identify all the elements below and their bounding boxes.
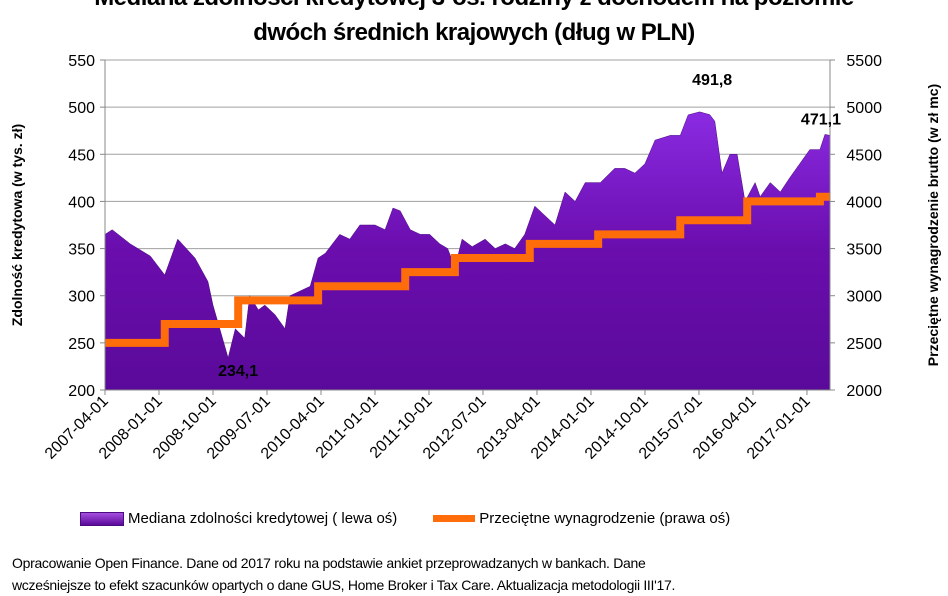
legend-swatch-area (80, 511, 124, 526)
right-tick-label: 3500 (846, 242, 882, 259)
credit-capacity-area (104, 111, 831, 391)
left-tick-label: 500 (68, 100, 95, 117)
right-tick-label: 5000 (846, 100, 882, 117)
salary-step-line (105, 192, 830, 347)
right-tick-label: 2000 (846, 383, 882, 400)
legend: Mediana zdolności kredytowej ( lewa oś) … (80, 510, 730, 527)
legend-label-series2: Przeciętne wynagrodzenie (prawa oś) (479, 510, 731, 527)
data-label: 234,1 (218, 363, 258, 380)
right-tick-label: 3000 (846, 289, 882, 306)
chart-title-line1: Mediana zdolności kredytowej 3-os. rodzi… (0, 0, 948, 12)
left-tick-label: 250 (68, 336, 95, 353)
right-tick-label: 2500 (846, 336, 882, 353)
note-line1: Opracowanie Open Finance. Dane od 2017 r… (12, 555, 646, 571)
right-tick-label: 5500 (846, 53, 882, 70)
data-label: 471,1 (801, 111, 841, 128)
left-tick-label: 450 (68, 147, 95, 164)
left-tick-label: 350 (68, 242, 95, 259)
left-tick-label: 400 (68, 194, 95, 211)
right-axis-label: Przeciętne wynagrodzenie brutto (w zł mc… (925, 84, 941, 366)
left-tick-label: 300 (68, 289, 95, 306)
note-line2: wcześniejsze to efekt szacunków opartych… (12, 577, 676, 593)
legend-swatch-line (433, 515, 476, 522)
legend-label-series1: Mediana zdolności kredytowej ( lewa oś) (128, 510, 398, 527)
right-tick-label: 4500 (846, 147, 882, 164)
left-tick-label: 550 (68, 53, 95, 70)
left-tick-label: 200 (68, 383, 95, 400)
left-axis-label: Zdolność kredytowa (w tys. zł) (9, 124, 25, 326)
source-note: Opracowanie Open Finance. Dane od 2017 r… (12, 552, 675, 596)
chart-title-line2: dwóch średnich krajowych (dług w PLN) (253, 19, 695, 46)
right-tick-label: 4000 (846, 194, 882, 211)
data-label: 491,8 (692, 72, 732, 89)
